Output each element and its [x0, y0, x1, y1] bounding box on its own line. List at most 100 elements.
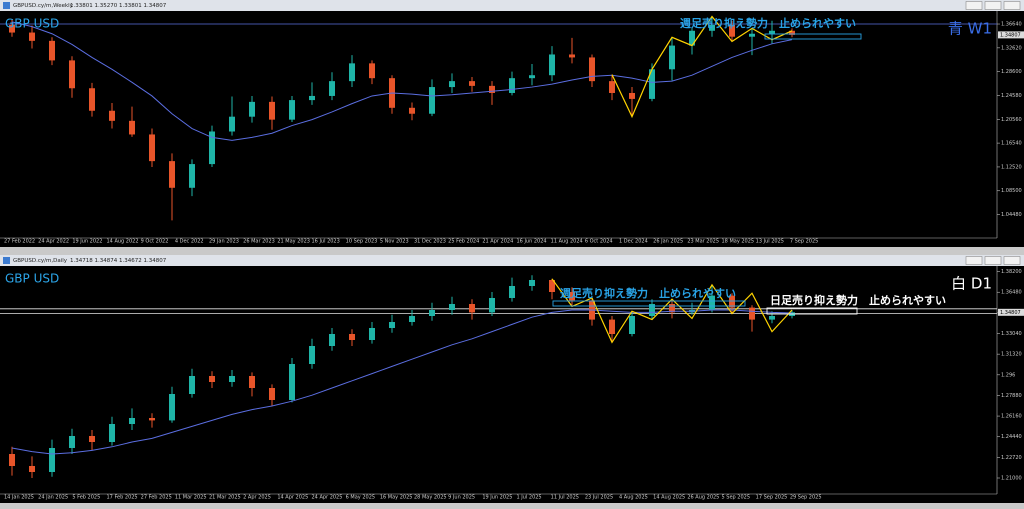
chart-window: GBPUSD.cy/m,Daily 1.34718 1.34874 1.34672…	[0, 255, 1024, 503]
annotation-text: 週足売り抑え勢力 止められやすい	[560, 286, 736, 300]
candle-body	[469, 81, 475, 86]
x-tick-label: 2 Apr 2025	[243, 495, 271, 501]
y-tick-label: 1.26160	[1001, 414, 1022, 420]
x-tick-label: 27 Feb 2025	[141, 495, 172, 501]
zigzag-line	[611, 15, 793, 119]
x-tick-label: 21 Mar 2025	[209, 495, 241, 501]
ohlc-text: 1.33801 1.35270 1.33801 1.34807	[70, 3, 167, 9]
window-min-button[interactable]	[965, 1, 983, 10]
y-tick-label: 1.31320	[1001, 352, 1022, 358]
candle-body	[769, 316, 775, 320]
candle-body	[569, 54, 575, 58]
candle-body	[649, 304, 655, 316]
candle-body	[489, 85, 495, 93]
candle-body	[49, 40, 55, 61]
x-tick-label: 1 Dec 2024	[619, 239, 648, 245]
timeframe-label: 青 W1	[948, 20, 992, 38]
candle-body	[629, 316, 635, 334]
zigzag-line	[551, 278, 793, 344]
candle-body	[589, 57, 595, 82]
candle-body	[449, 304, 455, 310]
candle-body	[209, 131, 215, 165]
x-tick-label: 23 Mar 2025	[687, 239, 719, 245]
x-tick-label: 14 Jan 2025	[4, 495, 34, 501]
x-tick-label: 6 Oct 2024	[585, 239, 613, 245]
x-tick-label: 17 Sep 2025	[756, 495, 788, 501]
candle-body	[189, 164, 195, 188]
candle-body	[669, 45, 675, 70]
candle-body	[289, 100, 295, 120]
x-tick-label: 24 Apr 2025	[312, 495, 343, 501]
x-tick-label: 13 Jul 2025	[756, 239, 784, 245]
candle-body	[169, 394, 175, 421]
y-tick-label: 1.24440	[1001, 434, 1022, 440]
annotation-box	[552, 300, 746, 307]
x-tick-label: 14 Aug 2022	[107, 239, 139, 245]
candle-body	[9, 24, 15, 33]
moving-average	[11, 21, 793, 141]
window-min-button[interactable]	[965, 256, 983, 265]
candle-body	[669, 304, 675, 313]
candle-body	[429, 87, 435, 114]
title-bar	[0, 255, 1024, 266]
x-tick-label: 26 Jan 2025	[653, 239, 683, 245]
candle-body	[529, 280, 535, 286]
window-close-button[interactable]	[1003, 256, 1021, 265]
x-tick-label: 5 Nov 2023	[380, 239, 409, 245]
candle-body	[509, 286, 515, 298]
x-tick-label: 28 May 2025	[414, 495, 447, 501]
annotation-box	[766, 307, 858, 315]
x-tick-label: 19 Jun 2022	[72, 239, 102, 245]
window-icon	[3, 2, 10, 9]
x-tick-label: 31 Dec 2023	[414, 239, 446, 245]
x-tick-label: 16 Jun 2024	[517, 239, 547, 245]
window-max-button[interactable]	[984, 1, 1002, 10]
x-tick-label: 19 Jun 2025	[482, 495, 512, 501]
current-price-box	[998, 308, 1024, 316]
chart-area	[0, 11, 1024, 247]
y-tick-label: 1.38200	[1001, 269, 1022, 275]
x-tick-label: 14 Apr 2025	[277, 495, 308, 501]
candle-body	[709, 295, 715, 310]
timeframe-label: 白 D1	[951, 275, 992, 293]
x-tick-label: 10 Sep 2023	[346, 239, 378, 245]
candle-body	[149, 418, 155, 421]
x-tick-label: 9 Oct 2022	[141, 239, 169, 245]
window-max-button[interactable]	[984, 256, 1002, 265]
candle-body	[629, 92, 635, 99]
candle-body	[29, 466, 35, 472]
y-tick-label: 1.16540	[1001, 141, 1022, 147]
candle-body	[549, 54, 555, 76]
candle-body	[109, 110, 115, 121]
candle-body	[449, 81, 455, 88]
x-tick-label: 17 Feb 2025	[107, 495, 138, 501]
current-price-label: 1.34807	[1000, 32, 1021, 38]
candle-body	[609, 81, 615, 93]
candle-body	[109, 424, 115, 442]
candle-body	[609, 319, 615, 334]
x-tick-label: 26 Aug 2025	[687, 495, 719, 501]
x-tick-label: 11 Jul 2025	[551, 495, 579, 501]
candle-body	[569, 292, 575, 301]
candle-body	[409, 316, 415, 322]
x-tick-label: 24 Jan 2025	[38, 495, 68, 501]
candle-body	[269, 101, 275, 120]
candle-body	[649, 69, 655, 99]
candle-body	[229, 116, 235, 132]
y-tick-label: 1.08500	[1001, 188, 1022, 194]
x-tick-label: 29 Sep 2025	[790, 495, 822, 501]
window-icon	[3, 257, 10, 264]
y-tick-label: 1.22720	[1001, 455, 1022, 461]
candle-body	[69, 436, 75, 448]
x-tick-label: 11 Mar 2025	[175, 495, 207, 501]
window-close-button[interactable]	[1003, 1, 1021, 10]
x-tick-label: 27 Feb 2022	[4, 239, 35, 245]
candle-body	[689, 30, 695, 46]
y-tick-label: 1.20560	[1001, 117, 1022, 123]
candle-body	[469, 304, 475, 313]
y-tick-label: 1.33040	[1001, 331, 1022, 337]
window-title: GBPUSD.cy/m,Weekly	[13, 3, 74, 9]
candle-body	[369, 328, 375, 340]
annotation-box	[764, 33, 862, 40]
x-tick-label: 25 Feb 2024	[448, 239, 479, 245]
